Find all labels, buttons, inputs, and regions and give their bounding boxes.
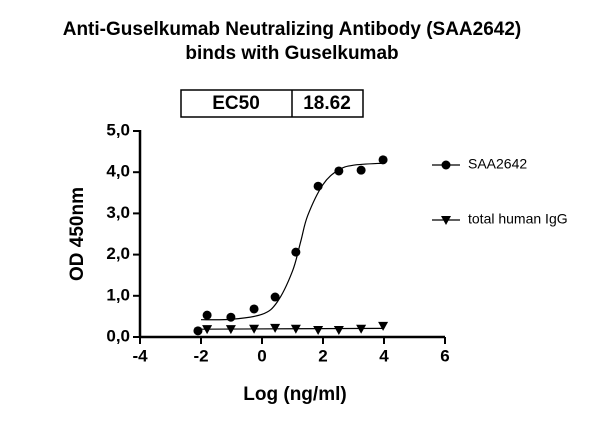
chart-title: Anti-Guselkumab Neutralizing Antibody (S… <box>63 19 522 40</box>
x-axis-label: Log (ng/ml) <box>243 384 346 405</box>
data-point <box>378 321 389 331</box>
data-point <box>291 247 301 257</box>
y-tick-label: 0,0 <box>106 326 130 345</box>
data-point <box>334 166 344 176</box>
data-point <box>356 165 366 175</box>
ec50-label: EC50 <box>212 93 260 114</box>
fit-curve <box>200 327 385 330</box>
y-tick-label: 1,0 <box>106 285 130 304</box>
data-point <box>313 181 323 191</box>
data-point <box>290 324 301 334</box>
y-tick-label: 2,0 <box>106 244 130 263</box>
chart-title: binds with Guselkumab <box>185 43 398 64</box>
x-tick-label: 2 <box>318 346 327 365</box>
fit-curve <box>200 162 385 321</box>
y-tick-label: 5,0 <box>106 120 130 139</box>
data-point <box>333 325 344 335</box>
data-point <box>202 310 212 320</box>
data-point <box>249 324 260 334</box>
y-tick-label: 3,0 <box>106 203 130 222</box>
data-point <box>249 304 259 314</box>
legend-marker <box>441 216 451 225</box>
ec50-box <box>180 89 364 118</box>
data-point <box>225 325 236 335</box>
data-point <box>356 324 367 334</box>
x-tick-label: 4 <box>379 346 389 365</box>
data-point <box>270 292 280 302</box>
ec50-value: 18.62 <box>303 93 351 114</box>
data-point <box>270 323 281 333</box>
data-point <box>226 312 236 322</box>
legend-label: SAA2642 <box>468 156 527 172</box>
legend-marker <box>441 160 451 170</box>
y-axis-label: OD 450nm <box>67 187 88 281</box>
x-tick-label: 0 <box>257 346 266 365</box>
y-tick-label: 4,0 <box>106 162 130 181</box>
data-point <box>193 326 203 336</box>
data-point <box>378 155 388 165</box>
x-tick-label: -4 <box>132 346 148 365</box>
x-tick-label: -2 <box>193 346 208 365</box>
legend-label: total human IgG <box>468 211 568 227</box>
data-point <box>313 325 324 335</box>
data-point <box>202 325 213 335</box>
x-tick-label: 6 <box>440 346 449 365</box>
